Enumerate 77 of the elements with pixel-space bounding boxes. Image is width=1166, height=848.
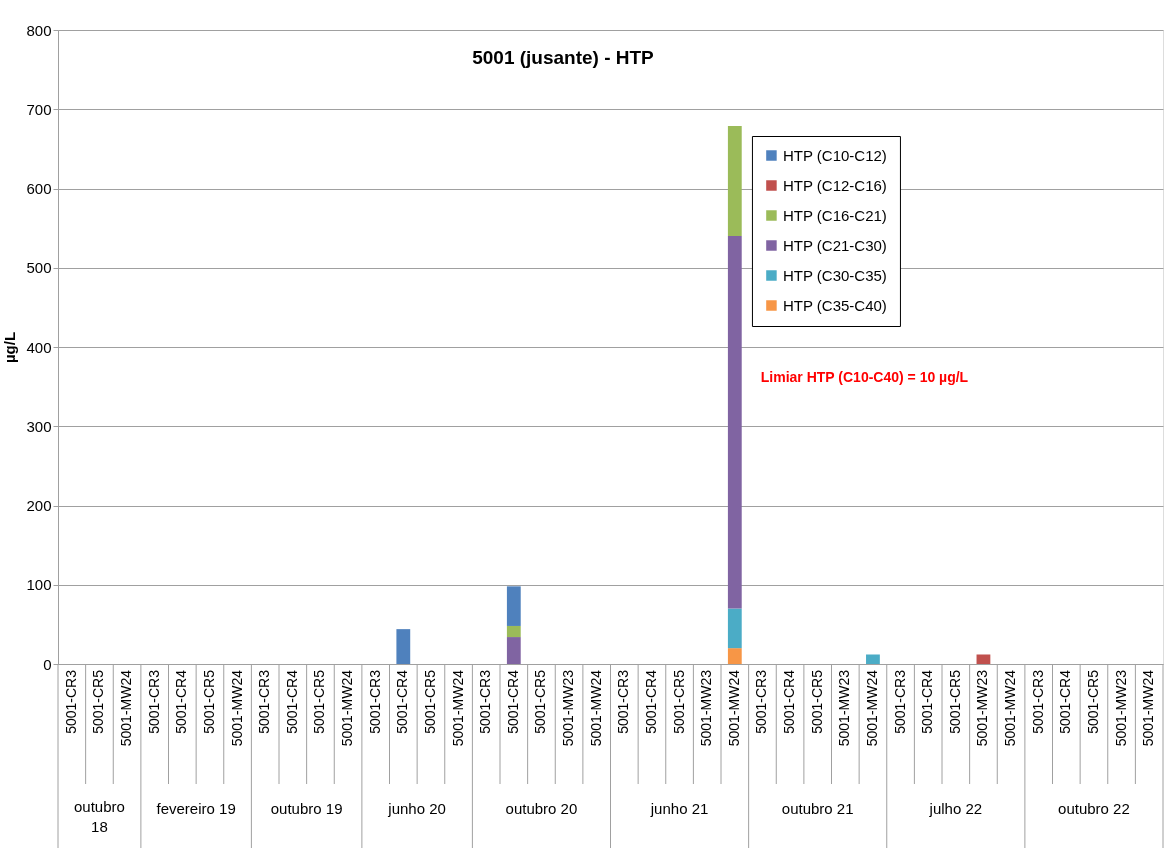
x-tick-label: 5001-CR5: [808, 669, 825, 734]
x-tick-label: 5001-CR4: [283, 669, 300, 734]
x-tick-label: 5001-CR5: [532, 669, 549, 734]
x-tick-label: 5001-CR5: [421, 669, 438, 734]
bar: [727, 125, 742, 237]
bar: [506, 637, 521, 664]
x-tick-label: 5001-CR5: [670, 669, 687, 734]
y-axis-title: µg/L: [1, 331, 19, 364]
text: outubro 18: [74, 798, 125, 835]
text: outubro 21: [781, 800, 854, 817]
bar: [976, 654, 991, 664]
text: 5001 (jusante) - HTP: [472, 47, 655, 68]
y-tick-label: 700: [26, 100, 52, 118]
x-tick-label: 5001-MW23: [698, 669, 715, 747]
x-tick-label: 5001-MW24: [587, 669, 604, 747]
x-tick-label: 5001-CR5: [311, 669, 328, 734]
x-tick-label: 5001-MW23: [560, 669, 577, 747]
bar: [727, 648, 742, 664]
x-tick-label: 5001-CR3: [891, 669, 908, 734]
x-tick-label: 5001-CR4: [394, 669, 411, 734]
x-tick-label: 5001-CR3: [62, 669, 79, 734]
bar: [866, 654, 880, 664]
y-tick-label: 500: [26, 259, 52, 277]
x-tick-label: 5001-CR5: [200, 669, 217, 734]
x-tick-label: 5001-CR4: [173, 669, 190, 734]
x-tick-label: 5001-CR4: [1057, 669, 1074, 734]
x-tick-label: 5001-MW24: [863, 669, 880, 747]
x-tick-label: 5001-MW24: [449, 669, 466, 747]
x-tick-label: 5001-CR3: [753, 669, 770, 734]
x-tick-label: 5001-MW24: [1140, 669, 1157, 747]
annotation: Limiar HTP (C10-C40) = 10 µg/L: [760, 369, 969, 385]
text: outubro 20: [505, 800, 578, 817]
y-tick-label: 200: [26, 497, 52, 514]
x-tick-label: 5001-MW23: [1112, 669, 1129, 747]
text: fevereiro 19: [156, 800, 236, 817]
x-tick-label: 5001-CR3: [256, 669, 273, 734]
text: outubro 19: [270, 800, 343, 817]
x-tick-label: 5001-CR4: [919, 669, 936, 734]
x-tick-label: 5001-CR3: [615, 669, 632, 734]
bar: [727, 608, 742, 649]
x-tick-label: 5001-MW24: [228, 669, 245, 747]
x-tick-label: 5001-MW24: [725, 669, 742, 747]
x-tick-label: 5001-MW23: [836, 669, 853, 747]
bar: [396, 629, 411, 664]
x-tick-label: 5001-MW24: [1002, 669, 1019, 747]
legend-label: HTP (C16-C21): [782, 206, 887, 224]
x-tick-label: 5001-CR3: [366, 669, 383, 734]
x-tick-label: 5001-CR5: [90, 669, 107, 734]
y-tick-label: 800: [26, 21, 52, 39]
legend-label: HTP (C10-C12): [782, 146, 887, 164]
legend-label: HTP (C21-C30): [782, 236, 887, 254]
y-tick-label: 400: [26, 338, 52, 356]
bar: [506, 586, 521, 626]
legend-label: HTP (C35-C40): [782, 296, 887, 314]
bar: [506, 625, 521, 638]
y-tick-label: 600: [26, 180, 52, 197]
y-tick-label: 0: [43, 655, 52, 673]
x-tick-label: 5001-CR5: [1084, 669, 1101, 734]
x-tick-label: 5001-CR3: [1029, 669, 1046, 734]
y-tick-label: 100: [26, 576, 52, 594]
x-tick-label: 5001-CR4: [642, 669, 659, 734]
x-tick-label: 5001-CR3: [477, 669, 494, 734]
x-tick-label: 5001-MW24: [339, 669, 356, 747]
legend-label: HTP (C12-C16): [782, 176, 887, 194]
legend-label: HTP (C30-C35): [782, 266, 887, 284]
x-tick-label: 5001-CR4: [504, 669, 521, 734]
text: julho 22: [928, 800, 983, 817]
bar: [727, 236, 742, 609]
text: outubro 22: [1058, 800, 1130, 817]
x-tick-label: 5001-CR5: [946, 669, 963, 734]
text: junho 20: [387, 800, 446, 817]
text: junho 21: [649, 800, 709, 817]
x-tick-label: 5001-MW23: [974, 669, 991, 747]
x-tick-label: 5001-CR3: [145, 669, 162, 734]
y-tick-label: 300: [26, 417, 52, 435]
x-tick-label: 5001-MW24: [118, 669, 135, 747]
x-tick-label: 5001-CR4: [781, 669, 798, 734]
